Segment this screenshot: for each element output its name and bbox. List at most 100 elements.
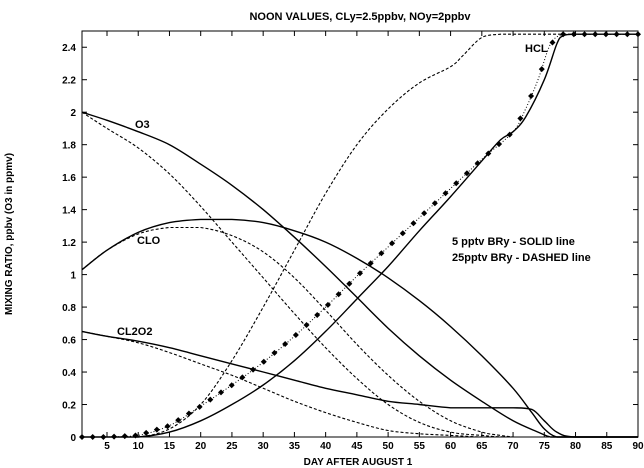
hcl-diamond-marker: [378, 250, 385, 257]
hcl-diamond-marker: [602, 31, 609, 38]
hcl-diamond-marker: [613, 31, 620, 38]
hcl-diamond-marker: [474, 160, 481, 167]
hcl-diamond-marker: [389, 240, 396, 247]
hcl-dashed-line: [82, 33, 639, 438]
hcl-diamond-marker: [153, 426, 160, 433]
y-tick-label: 0: [70, 433, 76, 444]
hcl-diamond-marker: [282, 341, 289, 348]
clo-dashed-line: [81, 226, 638, 438]
y-tick-label: 1.4: [62, 206, 76, 217]
hcl-diamond-marker: [421, 210, 428, 217]
x-tick-label: 25: [226, 441, 238, 452]
hcl-diamond-marker: [528, 93, 535, 100]
y-axis: 0 0.2 0.4 0.6 0.8 1 1.2 1.4 1.6 1.8 2 2.2 2.4: [62, 43, 638, 444]
annotation-dashed: 25pptv BRy - DASHED line: [452, 252, 591, 264]
hcl-diamond-marker: [367, 260, 374, 267]
hcl-diamond-marker: [506, 131, 513, 138]
x-axis: 5 10 15 20 25 30 35 40 45 50 55 60 65 70 75 80 85 90: [104, 31, 644, 452]
hcl-diamond-marker: [250, 366, 257, 373]
hcl-diamond-marker: [624, 31, 631, 38]
y-tick-label: 0.8: [62, 303, 76, 314]
hcl-diamond-marker: [79, 434, 85, 440]
hcl-diamond-marker: [635, 31, 641, 38]
hcl-diamond-marker: [185, 410, 192, 417]
hcl-diamond-marker: [218, 389, 224, 396]
x-tick-label: 10: [133, 441, 145, 452]
hcl-diamond-marker: [111, 433, 118, 440]
hcl-diamond-marker: [431, 200, 438, 207]
hcl-diamond-marker: [100, 434, 107, 440]
hcl-solid-line: [82, 33, 639, 438]
cl2o2-dashed-line: [81, 330, 638, 438]
y-tick-label: 2: [70, 108, 76, 119]
hcl-diamond-marker: [410, 220, 417, 227]
y-tick-label: 0.2: [62, 401, 76, 412]
x-tick-label: 5: [104, 441, 110, 452]
annotation-solid: 5 pptv BRy - SOLID line: [452, 236, 575, 248]
hcl-diamond-marker: [239, 374, 246, 381]
hcl-diamond-marker: [581, 31, 588, 38]
line-label-hcl: HCL: [525, 43, 548, 55]
hcl-diamond-marker: [549, 39, 556, 46]
x-tick-label: 35: [289, 441, 301, 452]
hcl-diamond-marker: [292, 331, 299, 338]
hcl-diamond-marker: [335, 291, 342, 298]
hcl-diamond-marker: [357, 270, 363, 277]
x-tick-label: 85: [601, 441, 613, 452]
y-tick-label: 2.4: [62, 43, 76, 54]
hcl-diamond-marker: [132, 432, 139, 439]
hcl-diamond-marker: [496, 141, 502, 148]
x-tick-label: 60: [445, 441, 457, 452]
y-tick-label: 0.6: [62, 336, 76, 347]
hcl-diamond-marker: [592, 31, 599, 38]
hcl-diamond-marker: [517, 115, 524, 122]
hcl-diamond-marker: [175, 417, 182, 424]
hcl-diamond-marker: [570, 31, 577, 38]
line-label-o3: O3: [135, 119, 150, 131]
hcl-diamond-marker: [271, 349, 278, 356]
y-tick-label: 1.6: [62, 173, 76, 184]
x-tick-label: 65: [476, 441, 488, 452]
x-tick-label: 50: [383, 441, 395, 452]
hcl-diamond-marker: [324, 301, 331, 308]
hcl-diamond-marker: [399, 230, 406, 237]
y-tick-label: 1.8: [62, 141, 76, 152]
y-tick-label: 1.2: [62, 238, 76, 249]
x-tick-label: 15: [164, 441, 176, 452]
y-tick-label: 2.2: [62, 76, 76, 87]
hcl-diamond-marker: [485, 150, 492, 157]
plot-frame: [81, 30, 639, 438]
x-tick-label: 70: [507, 441, 519, 452]
line-label-clo: CLO: [137, 235, 161, 247]
o3-solid-line: [81, 111, 638, 438]
x-axis-label: DAY AFTER AUGUST 1: [304, 457, 413, 468]
y-tick-label: 1: [70, 271, 76, 282]
hcl-diamond-marker: [228, 382, 235, 389]
clo-solid-line: [81, 218, 638, 438]
line-label-cl2o2: CL2O2: [117, 326, 152, 338]
x-tick-label: 20: [195, 441, 207, 452]
hcl-diamond-marker: [346, 280, 353, 287]
cl2o2-solid-line: [81, 330, 638, 438]
chart-title: NOON VALUES, CLy=2.5ppbv, NOy=2ppbv: [249, 11, 471, 23]
hcl-diamond-marker: [463, 170, 470, 177]
hcl-diamond-marker: [164, 423, 171, 430]
hcl-diamond-marker: [260, 358, 267, 365]
hcl-diamond-marker: [207, 396, 214, 403]
hcl-diamond-marker: [560, 31, 567, 38]
x-tick-label: 75: [539, 441, 551, 452]
x-tick-label: 90: [632, 441, 644, 452]
x-tick-label: 30: [258, 441, 270, 452]
hcl-diamond-marker: [453, 180, 460, 187]
hcl-diamond-marker: [121, 433, 128, 440]
hcl-diamond-marker: [196, 403, 203, 410]
hcl-diamond-marker: [143, 429, 150, 436]
x-tick-label: 55: [414, 441, 426, 452]
hcl-diamond-marker: [303, 321, 310, 328]
hcl-diamond-marker: [538, 66, 545, 73]
y-axis-label: MIXING RATIO, ppbv (O3 in ppmv): [4, 153, 15, 315]
x-tick-label: 45: [351, 441, 363, 452]
hcl-diamond-marker: [314, 311, 321, 318]
x-tick-label: 80: [570, 441, 582, 452]
